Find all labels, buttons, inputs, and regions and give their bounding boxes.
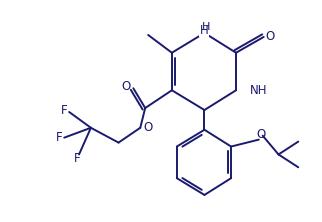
Text: O: O — [144, 121, 153, 134]
Text: H: H — [200, 24, 209, 37]
Text: O: O — [265, 30, 274, 44]
Text: H: H — [202, 22, 211, 32]
Text: F: F — [74, 152, 80, 165]
Text: O: O — [122, 80, 131, 93]
Text: F: F — [56, 131, 62, 144]
Text: F: F — [61, 103, 68, 117]
Text: NH: NH — [250, 84, 267, 97]
Text: O: O — [256, 128, 265, 141]
